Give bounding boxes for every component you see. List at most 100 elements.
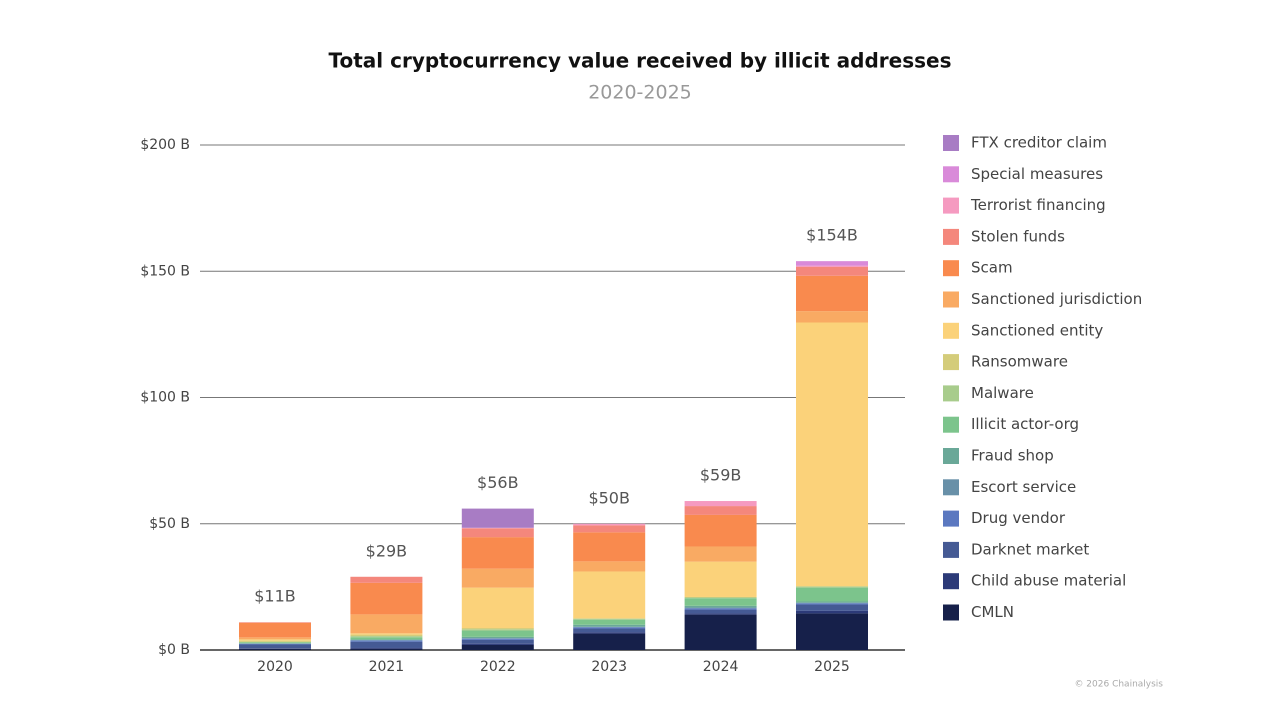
y-tick-label: $0 B: [158, 642, 190, 658]
x-tick-label: 2025: [814, 659, 850, 675]
bar-segment: [573, 627, 645, 628]
bar-segment: [239, 622, 311, 623]
bar-segment: [350, 649, 422, 650]
bar-segment: [796, 605, 868, 611]
bar-segment: [462, 509, 534, 528]
bar-segment: [350, 639, 422, 640]
bar-segment: [462, 640, 534, 644]
x-tick-label: 2023: [591, 659, 627, 675]
bar-segment: [350, 614, 422, 633]
bar-segment: [573, 618, 645, 619]
bar-segment: [462, 569, 534, 588]
bar-segment: [350, 636, 422, 637]
bar-segment: [796, 603, 868, 604]
bar-segment: [462, 528, 534, 529]
bar-segment: [573, 619, 645, 620]
bar-segment: [573, 524, 645, 526]
bar-segment: [462, 644, 534, 645]
bar-segment: [239, 623, 311, 638]
legend-label: Sanctioned jurisdiction: [971, 290, 1142, 308]
bar-segment: [239, 641, 311, 642]
bar-segment: [239, 644, 311, 648]
legend-label: Darknet market: [971, 540, 1089, 558]
chart-title: Total cryptocurrency value received by i…: [329, 49, 952, 73]
bar-segment: [796, 311, 868, 322]
bar-segment: [796, 611, 868, 614]
legend-label: Illicit actor-org: [971, 415, 1079, 433]
legend-label: Fraud shop: [971, 447, 1054, 465]
bar-segment: [685, 562, 757, 597]
legend-swatch: [943, 511, 959, 527]
bar-segment: [462, 629, 534, 630]
bar-segment: [350, 583, 422, 615]
bar-segment: [685, 606, 757, 608]
legend-label: Stolen funds: [971, 227, 1065, 245]
bar-segment: [796, 602, 868, 603]
legend-swatch: [943, 417, 959, 433]
legend-swatch: [943, 448, 959, 464]
legend-swatch: [943, 323, 959, 339]
bar-segment: [350, 577, 422, 583]
bar-segment: [462, 537, 534, 569]
bar-segment: [239, 648, 311, 649]
total-label: $56B: [477, 473, 519, 492]
legend-label: Escort service: [971, 478, 1076, 496]
bar-segment: [796, 603, 868, 604]
bar-segment: [573, 625, 645, 627]
legend-label: Drug vendor: [971, 509, 1066, 527]
bar-segment: [350, 633, 422, 634]
bar-segment: [350, 640, 422, 641]
bar-segment: [796, 588, 868, 602]
bar-segment: [462, 638, 534, 639]
legend-label: Special measures: [971, 165, 1103, 183]
legend-label: Scam: [971, 259, 1013, 277]
legend-swatch: [943, 166, 959, 182]
legend-swatch: [943, 260, 959, 276]
y-tick-label: $150 B: [140, 263, 190, 279]
y-tick-label: $100 B: [140, 390, 190, 406]
credit: © 2026 Chainalysis: [1074, 680, 1163, 690]
bar-segment: [685, 597, 757, 598]
bar-segment: [573, 561, 645, 571]
legend-swatch: [943, 573, 959, 589]
y-tick-label: $200 B: [140, 137, 190, 153]
x-tick-label: 2020: [257, 659, 293, 675]
bar-segment: [796, 261, 868, 266]
legend-label: Child abuse material: [971, 572, 1126, 590]
legend-swatch: [943, 605, 959, 621]
bar-segment: [573, 634, 645, 650]
bar-segment: [462, 639, 534, 640]
bar-segment: [239, 643, 311, 644]
bar-segment: [796, 267, 868, 276]
chart-subtitle: 2020-2025: [588, 82, 692, 104]
bar-segment: [685, 615, 757, 650]
legend-swatch: [943, 479, 959, 495]
legend-swatch: [943, 292, 959, 308]
bar-segment: [573, 629, 645, 633]
bar-segment: [239, 639, 311, 640]
bar-segment: [685, 610, 757, 614]
bar-segment: [573, 532, 645, 561]
legend-swatch: [943, 135, 959, 151]
bar-segment: [573, 620, 645, 625]
bar-segment: [796, 266, 868, 267]
bar-segment: [350, 635, 422, 637]
bar-segment: [685, 501, 757, 506]
bar-segment: [462, 528, 534, 537]
x-tick-label: 2021: [369, 659, 405, 675]
legend-label: Terrorist financing: [970, 196, 1106, 214]
legend-swatch: [943, 542, 959, 558]
bar-segment: [685, 506, 757, 515]
bar-segment: [239, 642, 311, 643]
x-tick-label: 2024: [703, 659, 739, 675]
bar-segment: [239, 642, 311, 643]
bar-segment: [796, 613, 868, 650]
legend-label: Sanctioned entity: [971, 321, 1103, 339]
bar-segment: [573, 525, 645, 532]
bar-segment: [462, 588, 534, 628]
legend-swatch: [943, 354, 959, 370]
legend-swatch: [943, 229, 959, 245]
bar-segment: [796, 586, 868, 587]
bar-segment: [350, 637, 422, 639]
